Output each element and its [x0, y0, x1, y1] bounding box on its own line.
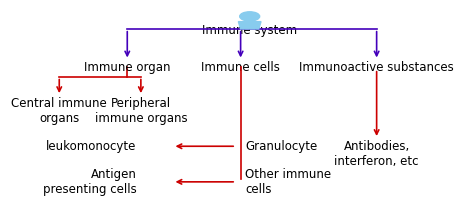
Text: Antibodies,
interferon, etc: Antibodies, interferon, etc [334, 140, 419, 168]
Text: Other immune
cells: Other immune cells [245, 168, 331, 196]
Text: Immunoactive substances: Immunoactive substances [299, 61, 454, 74]
Text: leukomonocyte: leukomonocyte [46, 140, 137, 153]
Circle shape [240, 12, 260, 21]
Text: Granulocyte: Granulocyte [245, 140, 318, 153]
Text: Immune system: Immune system [202, 24, 297, 37]
Text: Immune cells: Immune cells [201, 61, 280, 74]
Text: Central immune
organs: Central immune organs [11, 97, 107, 125]
Text: Peripheral
immune organs: Peripheral immune organs [94, 97, 187, 125]
Text: Antigen
presenting cells: Antigen presenting cells [43, 168, 137, 196]
Polygon shape [238, 22, 261, 29]
Text: Immune organ: Immune organ [84, 61, 171, 74]
